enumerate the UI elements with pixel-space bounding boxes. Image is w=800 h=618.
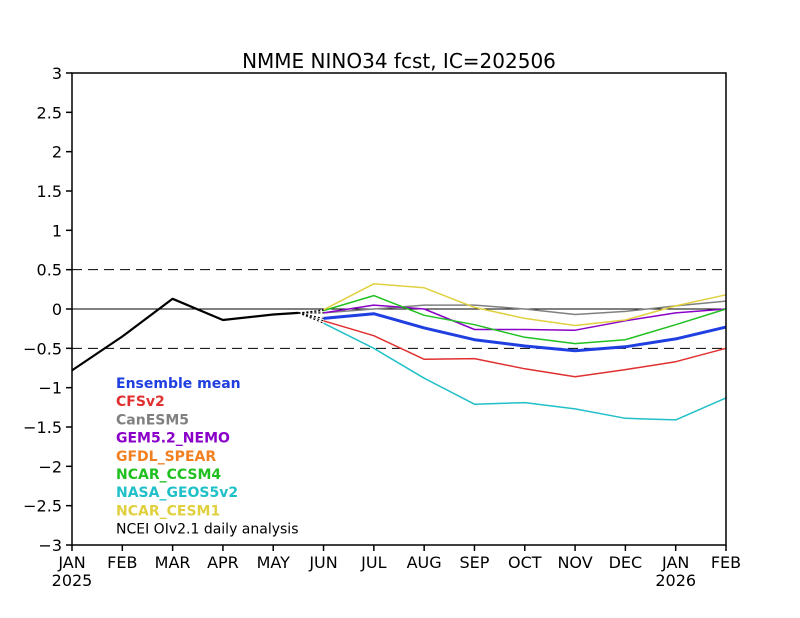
- series-line-ncar-cesm1: [323, 283, 727, 327]
- series-line-ncar-ccsm4: [323, 294, 727, 345]
- legend-entry: NCAR_CCSM4: [116, 467, 221, 483]
- y-tick-label: 1: [52, 221, 62, 240]
- y-tick-label: 3: [52, 64, 62, 83]
- x-tick-label: DEC: [609, 553, 643, 572]
- reference-lines: [72, 269, 726, 349]
- x-tick-label: JUN: [308, 553, 337, 572]
- y-tick-label: −0.5: [23, 339, 62, 358]
- x-axis-ticks: JAN FEB MAR APR MAY JUN JUL AUG SEP OCT NOV DEC JAN F…: [52, 545, 741, 590]
- x-tick-label: MAY: [257, 553, 291, 572]
- x-tick-label: NOV: [557, 553, 592, 572]
- x-tick-label: FEB: [711, 553, 741, 572]
- x-tick-label: OCT: [508, 553, 542, 572]
- y-tick-label: 2.5: [37, 103, 62, 122]
- x-tick-label: SEP: [460, 553, 490, 572]
- forecast-connector: [298, 312, 324, 324]
- plot-frame: [71, 72, 727, 546]
- forecast-connector: [298, 312, 324, 322]
- y-tick-label: 0.5: [37, 261, 62, 280]
- legend-entry: NASA_GEOS5v2: [116, 485, 238, 501]
- y-tick-label: −2: [38, 457, 62, 476]
- legend-entry: NCAR_CESM1: [116, 503, 220, 519]
- legend-entry: NCEI OIv2.1 daily analysis: [116, 522, 299, 538]
- y-tick-label: −1: [38, 379, 62, 398]
- x-tick-label: MAR: [155, 553, 191, 572]
- y-tick-label: −3: [38, 536, 62, 555]
- x-year-label: 2026: [655, 571, 696, 590]
- series-lines: [71, 283, 727, 421]
- legend-entry: GEM5.2_NEMO: [116, 431, 230, 447]
- series-line-canesm5: [323, 300, 727, 316]
- y-tick-label: 0: [52, 300, 62, 319]
- y-axis-ticks: 3 2.5 2 1.5 1 0.5 0 −0.5 −1 −1.5 −2 −2.5 −3: [23, 64, 72, 555]
- y-tick-label: 2: [52, 143, 62, 162]
- x-tick-label: AUG: [407, 553, 442, 572]
- y-tick-label: 1.5: [37, 182, 62, 201]
- x-tick-label: JAN: [661, 553, 689, 572]
- y-tick-label: −1.5: [23, 418, 62, 437]
- legend-entry: CFSv2: [116, 394, 165, 410]
- y-tick-label: −2.5: [23, 497, 62, 516]
- x-tick-label: APR: [207, 553, 239, 572]
- series-line-observed: [71, 297, 299, 372]
- series-line-nasa-geos5v2: [323, 322, 727, 421]
- x-tick-label: FEB: [107, 553, 137, 572]
- x-tick-label: JAN: [57, 553, 85, 572]
- chart-title: NMME NINO34 fcst, IC=202506: [242, 49, 556, 73]
- x-year-label: 2025: [52, 571, 93, 590]
- series-line-cfsv2: [323, 320, 727, 378]
- legend-entry: Ensemble mean: [116, 376, 241, 392]
- series-line-ensemble-mean: [323, 312, 727, 353]
- series-line-gem5-2-nemo: [323, 304, 727, 331]
- forecast-connector: [298, 309, 324, 314]
- legend: Ensemble mean CFSv2 CanESM5 GEM5.2_NEMO GFDL…: [116, 376, 299, 538]
- x-tick-label: JUL: [360, 553, 386, 572]
- legend-entry: CanESM5: [116, 412, 189, 428]
- legend-entry: GFDL_SPEAR: [116, 449, 216, 465]
